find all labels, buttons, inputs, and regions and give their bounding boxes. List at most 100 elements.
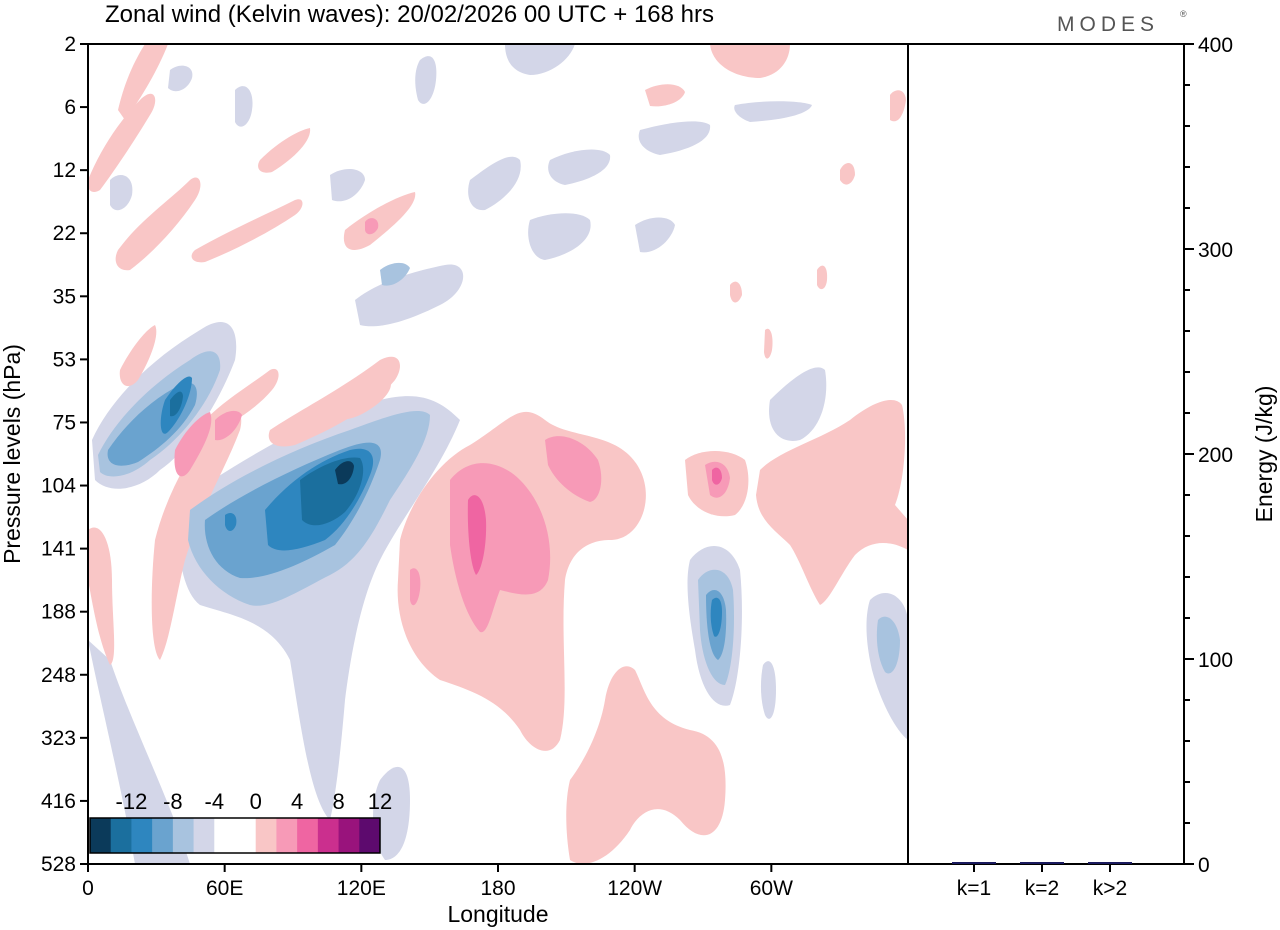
pressure-tick-label: 528 <box>41 853 76 876</box>
colorbar-border <box>89 817 381 854</box>
longitude-tick-label: 60E <box>206 877 243 900</box>
easterly-cell-east-edge-medium <box>876 616 900 674</box>
easterly-area-upper-7 <box>415 56 437 104</box>
colorbar-swatch <box>131 818 153 853</box>
strong-westerly-areas <box>467 467 722 575</box>
energy-category-label: k=2 <box>1025 877 1059 900</box>
longitude-tick-label: 120W <box>607 877 662 900</box>
brand-registered-mark: ® <box>1180 9 1187 19</box>
energy-tick-label: 200 <box>1198 444 1233 467</box>
pressure-tick-label: 53 <box>53 348 76 371</box>
colorbar <box>89 817 381 854</box>
easterly-jet-core-very-strong <box>170 391 183 417</box>
westerly-blob-upper-east-4 <box>764 328 773 359</box>
pressure-tick-label: 12 <box>53 159 76 182</box>
colorbar-swatch <box>152 818 174 853</box>
easterly-area-upper-6 <box>505 44 575 75</box>
westerly-jet-40e-tilted <box>151 409 242 660</box>
brand-text: MODES <box>1057 13 1159 36</box>
easterly-area-upper-3 <box>528 213 591 260</box>
contour-field <box>88 44 908 864</box>
energy-bar <box>952 862 996 864</box>
pressure-tick-label: 22 <box>53 222 76 245</box>
energy-bar <box>1088 862 1132 864</box>
easterly-area-upper-9 <box>168 65 193 92</box>
westerly-band-upper-6 <box>191 199 303 263</box>
colorbar-swatch <box>338 818 360 853</box>
westerly-band-upper-7 <box>119 325 157 387</box>
pressure-tick-label: 416 <box>41 790 76 813</box>
westerly-area-150w-lower <box>566 666 726 864</box>
westerly-cell-150w <box>545 436 602 502</box>
energy-plot-frame <box>907 43 1185 865</box>
westerly-core-90w-strong <box>712 467 722 485</box>
longitude-tick-label: 60W <box>750 877 793 900</box>
westerly-cell-75hpa <box>215 410 242 441</box>
energy-tick-label: 300 <box>1198 239 1233 262</box>
westerly-band-upper-5 <box>258 128 311 173</box>
easterly-area-upper-1 <box>355 264 464 327</box>
colorbar-swatch <box>193 818 215 853</box>
colorbar-swatch <box>235 818 257 853</box>
colorbar-swatch <box>172 818 195 853</box>
longitude-tick-label: 180 <box>480 877 515 900</box>
energy-bars <box>952 862 1132 864</box>
darkest-easterly-core <box>335 461 354 485</box>
easterly-area-upper-4 <box>548 149 611 185</box>
colorbar-labels: -12 -8 -4 0 4 8 12 <box>116 789 393 814</box>
longitude-tick-label: 0 <box>82 877 94 900</box>
colorbar-swatch <box>255 818 277 853</box>
energy-axis-label: Energy (J/kg) <box>1251 386 1277 523</box>
x-axis-label: Longitude <box>447 901 548 927</box>
easterly-area-lower-mid <box>373 766 410 860</box>
pressure-tick-label: 75 <box>53 411 76 434</box>
westerly-core-180-strong <box>467 495 487 575</box>
colorbar-swatch <box>297 818 319 853</box>
pressure-tick-label: 35 <box>53 285 76 308</box>
energy-tick-label: 400 <box>1198 34 1233 57</box>
westerly-cell-tilted-jet <box>174 412 212 477</box>
longitude-axis: 0 60E 120E 180 120W 60W <box>82 864 793 900</box>
easterly-area-upper-11 <box>330 168 365 202</box>
pressure-tick-label: 248 <box>41 664 76 687</box>
colorbar-swatch <box>110 818 132 853</box>
easterly-cell-upper-medium <box>380 262 410 286</box>
westerly-band-upper-4 <box>343 192 416 250</box>
colorbar-label: 12 <box>368 789 392 814</box>
easterly-cell-60w-strong <box>710 597 722 637</box>
easterly-core-darkest <box>335 461 354 485</box>
westerly-area-60w <box>756 400 908 605</box>
colorbar-swatch <box>317 818 340 853</box>
easterly-area-upper-13 <box>734 101 812 122</box>
westerly-cell-upper-22hpa <box>365 218 379 235</box>
pressure-tick-label: 104 <box>41 475 76 498</box>
easterly-area-upper-8 <box>235 86 253 127</box>
energy-category-label: k=1 <box>957 877 991 900</box>
pressure-tick-label: 141 <box>41 538 76 561</box>
westerly-blob-upper-east-5 <box>730 281 742 303</box>
energy-bar <box>1020 862 1064 864</box>
westerly-band-75hpa-2 <box>329 380 391 420</box>
westerly-blob-upper-east-1 <box>890 90 906 122</box>
colorbar-label: 4 <box>291 789 303 814</box>
energy-axis: 0 100 200 300 400 <box>1184 34 1233 877</box>
colorbar-label: -8 <box>163 789 183 814</box>
colorbar-label: 8 <box>332 789 344 814</box>
energy-tick-label: 0 <box>1198 854 1210 877</box>
westerly-cell-mid-lower <box>410 568 421 606</box>
easterly-area-upper-12 <box>635 217 675 253</box>
colorbar-label: 0 <box>250 789 262 814</box>
westerly-blob-upper-east <box>710 44 790 78</box>
colorbar-swatch <box>214 818 236 853</box>
westerly-band-upper-2 <box>88 93 156 192</box>
modes-logo: MODES ® <box>1057 9 1187 36</box>
y-axis-label: Pressure levels (hPa) <box>0 344 25 564</box>
colorbar-label: -12 <box>116 789 148 814</box>
pressure-tick-label: 2 <box>64 33 76 56</box>
westerly-band-upper-3 <box>118 44 168 120</box>
colorbar-swatch <box>359 818 381 853</box>
westerly-band-upper-1 <box>115 177 201 271</box>
easterly-blob-60e-strong <box>225 513 237 531</box>
pressure-tick-label: 323 <box>41 727 76 750</box>
